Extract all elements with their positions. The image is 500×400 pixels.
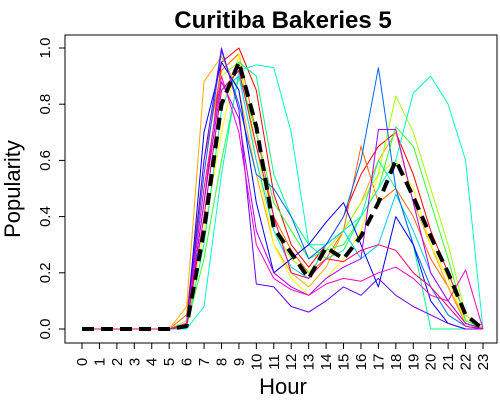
x-tick-label: 4 (144, 358, 161, 366)
x-tick-label: 1 (91, 358, 108, 366)
y-axis-label: Popularity (0, 140, 25, 238)
x-tick-label: 11 (266, 354, 283, 370)
chart-title: Curitiba Bakeries 5 (174, 7, 391, 34)
y-tick-label: 0.6 (37, 150, 54, 171)
x-tick-label: 22 (458, 354, 475, 371)
series-line-bakery-12 (82, 47, 483, 330)
y-tick-label: 0.8 (37, 94, 54, 115)
x-tick-label: 9 (231, 358, 248, 366)
series-line-bakery-7 (82, 61, 483, 330)
x-tick-label: 23 (475, 354, 492, 371)
x-tick-label: 21 (440, 354, 457, 371)
x-tick-label: 12 (283, 354, 300, 371)
x-tick-label: 6 (179, 358, 196, 366)
series-line-bakery-1 (82, 47, 484, 330)
y-axis: 0.0 0.2 0.4 0.6 0.8 1.0 (37, 38, 65, 340)
x-tick-label: 7 (196, 358, 213, 366)
x-tick-label: 10 (248, 354, 265, 371)
y-tick-label: 0.4 (37, 206, 54, 227)
x-tick-label: 0 (74, 358, 91, 366)
x-axis: 0 1 2 3 4 5 6 7 8 9 10 11 12 13 14 15 16 17 18 19 20 21 22 23 (74, 343, 492, 370)
x-tick-label: 15 (336, 354, 353, 371)
x-tick-label: 18 (388, 354, 405, 371)
x-tick-label: 16 (353, 354, 370, 371)
x-tick-label: 19 (405, 354, 422, 371)
series-line-average (82, 60, 485, 331)
y-tick-label: 0.0 (37, 319, 54, 340)
x-axis-label: Hour (259, 374, 307, 399)
x-tick-label: 14 (318, 354, 335, 371)
x-tick-label: 8 (213, 358, 230, 366)
y-tick-label: 0.2 (37, 262, 54, 283)
x-tick-label: 2 (109, 358, 126, 366)
series-lines (82, 47, 485, 331)
x-tick-label: 5 (161, 358, 178, 366)
y-tick-label: 1.0 (37, 38, 54, 59)
x-tick-label: 13 (301, 354, 318, 371)
x-tick-label: 3 (126, 358, 143, 366)
x-tick-label: 17 (370, 354, 387, 371)
x-tick-label: 20 (423, 354, 440, 371)
plot-frame (64, 34, 498, 344)
